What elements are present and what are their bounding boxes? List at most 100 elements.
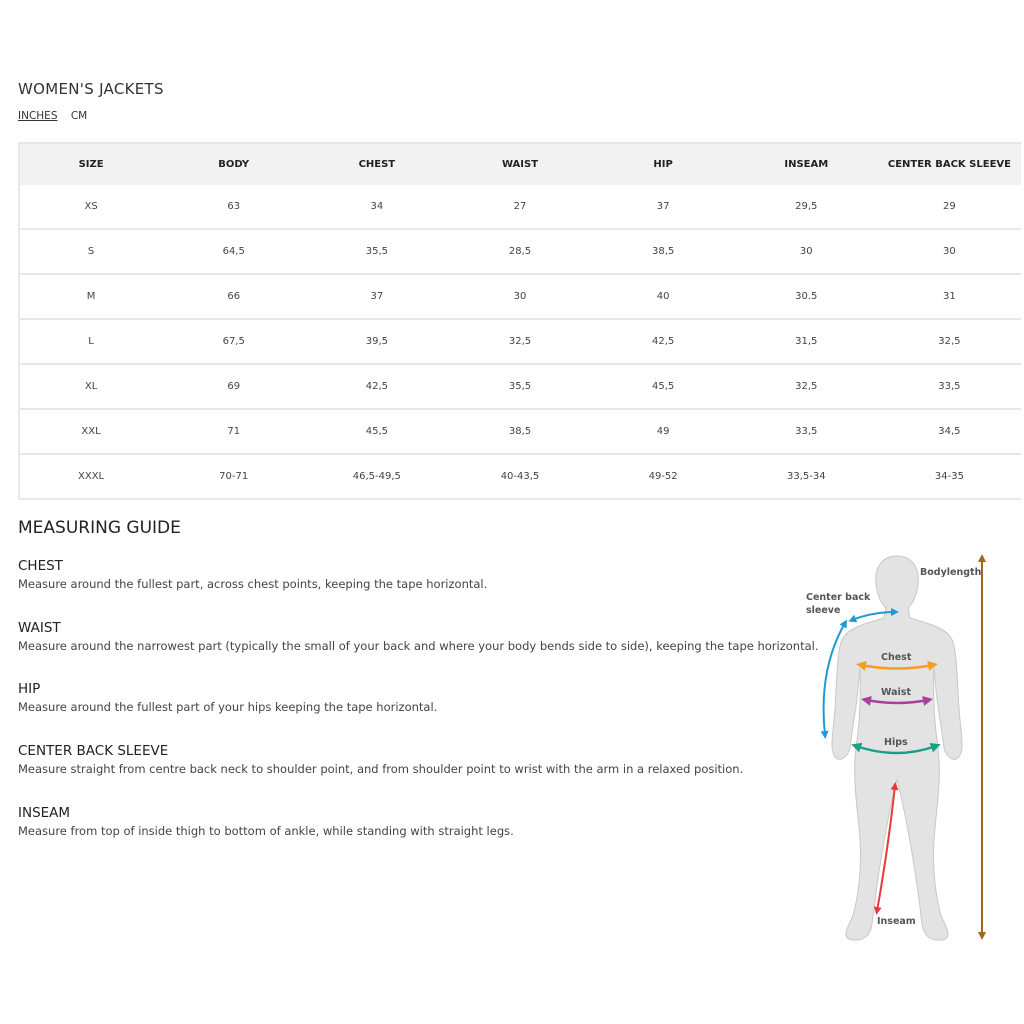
measurement-cell: 37	[305, 274, 449, 320]
measurement-cell: 31	[877, 274, 1021, 320]
unit-toggle: INCHES CM	[18, 110, 97, 122]
column-header: CENTER BACK SLEEVE	[877, 142, 1021, 185]
measurement-cell: 32,5	[734, 364, 878, 410]
measurement-cell: 46,5-49,5	[305, 454, 449, 500]
measurement-cell: 66	[162, 274, 306, 320]
measurement-cell: 37	[591, 185, 735, 230]
guide-section-text: Measure around the fullest part, across …	[18, 577, 488, 591]
measurement-cell: 28,5	[448, 229, 592, 275]
size-cell: S	[17, 229, 163, 275]
measurement-cell: 30	[448, 274, 592, 320]
measurement-cell: 49	[591, 409, 735, 455]
guide-section: HIP Measure around the fullest part of yo…	[18, 681, 437, 714]
size-cell: XL	[17, 364, 163, 410]
measurement-cell: 64,5	[162, 229, 306, 275]
size-cell: XXXL	[17, 454, 163, 500]
measurement-cell: 30	[734, 229, 878, 275]
table-row: XXL 71 45,5 38,5 49 33,5 34,5	[17, 409, 1021, 455]
measurement-cell: 29	[877, 185, 1021, 230]
column-header: INSEAM	[734, 142, 878, 185]
guide-section: INSEAM Measure from top of inside thigh t…	[18, 805, 514, 838]
measurement-cell: 70-71	[162, 454, 306, 500]
hips-label: Hips	[884, 737, 908, 748]
measurement-cell: 42,5	[591, 319, 735, 365]
guide-section-title: HIP	[18, 681, 41, 697]
table-row: XXXL 70-71 46,5-49,5 40-43,5 49-52 33,5-34 34-…	[17, 454, 1021, 500]
center-back-sleeve-label-line1: Center back	[806, 592, 871, 603]
guide-section-title: INSEAM	[18, 805, 71, 821]
measurement-cell: 30.5	[734, 274, 878, 320]
measurement-cell: 45,5	[305, 409, 449, 455]
guide-section-title: CHEST	[18, 558, 63, 574]
size-cell: XS	[17, 185, 163, 230]
measurement-cell: 33,5	[734, 409, 878, 455]
measurement-cell: 33,5-34	[734, 454, 878, 500]
measuring-guide-title: MEASURING GUIDE	[18, 518, 181, 538]
measurement-cell: 67,5	[162, 319, 306, 365]
table-row: M 66 37 30 40 30.5 31	[17, 274, 1021, 320]
measurement-cell: 40	[591, 274, 735, 320]
body-silhouette	[831, 555, 963, 941]
table-row: S 64,5 35,5 28,5 38,5 30 30	[17, 229, 1021, 275]
center-back-sleeve-label-line2: sleeve	[806, 605, 840, 616]
guide-section-title: CENTER BACK SLEEVE	[18, 743, 169, 759]
inseam-arrow	[873, 782, 899, 915]
size-cell: XXL	[17, 409, 163, 455]
column-header: CHEST	[305, 142, 449, 185]
guide-section-text: Measure from top of inside thigh to bott…	[18, 824, 514, 838]
waist-label: Waist	[881, 687, 911, 698]
measurement-cell: 32,5	[877, 319, 1021, 365]
measurement-cell: 32,5	[448, 319, 592, 365]
measurement-cell: 63	[162, 185, 306, 230]
guide-section: CHEST Measure around the fullest part, ac…	[18, 558, 487, 591]
guide-section-text: Measure around the fullest part of your …	[18, 700, 438, 714]
guide-section-title: WAIST	[18, 620, 61, 636]
measurement-cell: 69	[162, 364, 306, 410]
guide-section: WAIST Measure around the narrowest part (…	[18, 620, 819, 653]
size-table: SIZE BODY CHEST WAIST HIP INSEAM CENTER BACK S…	[17, 142, 1021, 500]
measurement-cell: 45,5	[591, 364, 735, 410]
measurement-cell: 30	[877, 229, 1021, 275]
inseam-label: Inseam	[877, 916, 916, 927]
bodylength-label: Bodylength	[920, 567, 982, 578]
measurement-cell: 49-52	[591, 454, 735, 500]
measurement-cell: 39,5	[305, 319, 449, 365]
column-header: WAIST	[448, 142, 592, 185]
measurement-cell: 35,5	[305, 229, 449, 275]
table-row: XS 63 34 27 37 29,5 29	[17, 185, 1021, 230]
column-header: BODY	[162, 142, 306, 185]
measurement-cell: 38,5	[448, 409, 592, 455]
measurement-cell: 71	[162, 409, 306, 455]
column-header: HIP	[591, 142, 735, 185]
chest-arrow	[856, 661, 938, 671]
page-title: WOMEN'S JACKETS	[18, 80, 164, 98]
measurement-cell: 42,5	[305, 364, 449, 410]
column-header: SIZE	[17, 142, 163, 185]
measurement-cell: 35,5	[448, 364, 592, 410]
measurement-cell: 27	[448, 185, 592, 230]
measurement-cell: 40-43,5	[448, 454, 592, 500]
measurement-cell: 34,5	[877, 409, 1021, 455]
size-cell: L	[17, 319, 163, 365]
sleeve-arrow-shoulder	[848, 608, 899, 623]
measurement-cell: 33,5	[877, 364, 1021, 410]
hips-arrow	[851, 742, 941, 755]
measurement-cell: 29,5	[734, 185, 878, 230]
guide-section-text: Measure around the narrowest part (typic…	[18, 639, 819, 653]
table-row: L 67,5 39,5 32,5 42,5 31,5 32,5	[17, 319, 1021, 365]
measurement-cell: 31,5	[734, 319, 878, 365]
unit-inches-link[interactable]: INCHES	[18, 110, 58, 122]
table-header-row: SIZE BODY CHEST WAIST HIP INSEAM CENTER BACK S…	[17, 142, 1021, 185]
measurement-cell: 38,5	[591, 229, 735, 275]
measurement-cell: 34-35	[877, 454, 1021, 500]
guide-section: CENTER BACK SLEEVE Measure straight from …	[18, 743, 743, 776]
measurement-cell: 34	[305, 185, 449, 230]
sleeve-arrow-arm	[820, 619, 847, 739]
table-row: XL 69 42,5 35,5 45,5 32,5 33,5	[17, 364, 1021, 410]
chest-label: Chest	[881, 652, 912, 663]
unit-cm-link[interactable]: CM	[70, 110, 88, 122]
waist-arrow	[861, 696, 933, 706]
guide-section-text: Measure straight from centre back neck t…	[18, 762, 744, 776]
size-cell: M	[17, 274, 163, 320]
